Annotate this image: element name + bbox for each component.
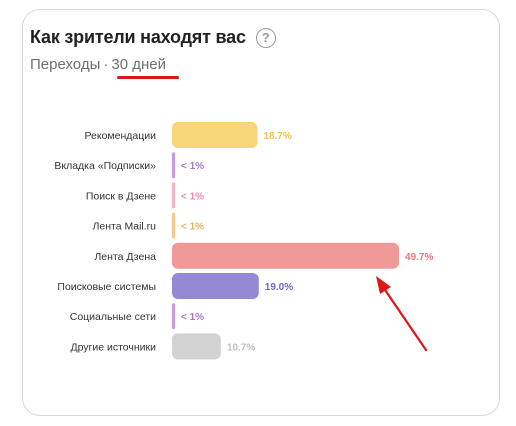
value-label: 10.7% <box>227 342 255 353</box>
card-title: Как зрители находят вас <box>30 27 246 47</box>
category-label: Другие источники <box>70 341 156 353</box>
card-header: Как зрители находят вас ? <box>30 27 276 48</box>
bar[interactable] <box>172 303 175 330</box>
bar[interactable] <box>172 212 175 239</box>
subtitle-separator: · <box>103 56 109 73</box>
bar[interactable] <box>172 152 175 179</box>
bar[interactable] <box>172 273 259 299</box>
value-label: < 1% <box>181 161 204 172</box>
value-label: 49.7% <box>405 252 433 263</box>
red-underline-annotation <box>117 76 179 79</box>
subtitle-prefix: Переходы <box>30 56 101 73</box>
value-label: < 1% <box>181 222 204 233</box>
category-label: Поиск в Дзене <box>86 190 156 202</box>
bar[interactable] <box>172 122 258 148</box>
value-label: < 1% <box>181 312 204 323</box>
value-label: 19.0% <box>265 282 293 293</box>
category-label: Поисковые системы <box>57 281 156 293</box>
card-subtitle: Переходы · 30 дней <box>30 56 166 73</box>
period-selector[interactable]: 30 дней <box>111 56 166 73</box>
traffic-sources-card <box>22 9 500 416</box>
category-label: Лента Mail.ru <box>93 221 157 233</box>
category-label: Лента Дзена <box>94 251 156 263</box>
category-label: Вкладка «Подписки» <box>54 160 156 172</box>
category-label: Социальные сети <box>70 311 156 323</box>
value-label: 18.7% <box>263 131 291 142</box>
red-arrow-annotation <box>376 276 428 352</box>
bar[interactable] <box>172 242 399 269</box>
value-label: < 1% <box>181 191 204 202</box>
bar[interactable] <box>172 182 175 209</box>
bar[interactable] <box>172 333 221 360</box>
category-label: Рекомендации <box>84 130 156 142</box>
question-circle-icon[interactable]: ? <box>255 27 276 48</box>
